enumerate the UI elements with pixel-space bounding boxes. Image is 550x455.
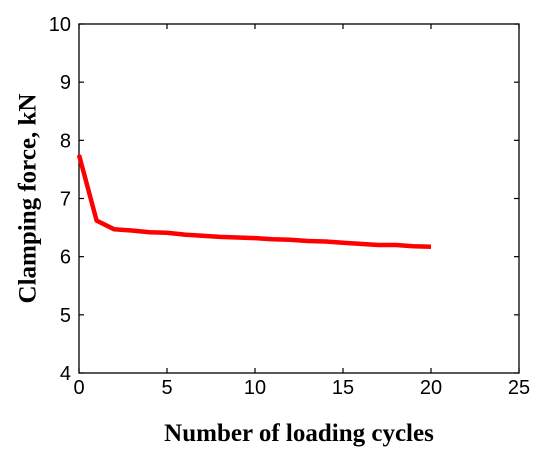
x-tick-label: 0: [73, 377, 84, 399]
y-tick-label: 4: [60, 363, 71, 385]
y-tick-label: 8: [60, 130, 71, 152]
plot-area: [78, 23, 520, 374]
x-tick-label: 15: [332, 377, 354, 399]
y-axis-label: Clamping force, kN: [15, 94, 42, 304]
plot-frame: [78, 23, 520, 374]
y-tick-label: 5: [60, 305, 71, 327]
x-tick-label: 5: [161, 377, 172, 399]
x-axis-label: Number of loading cycles: [164, 420, 434, 447]
x-tick-label: 10: [244, 377, 266, 399]
y-tick-label: 10: [49, 14, 71, 36]
y-tick-label: 7: [60, 189, 71, 211]
x-tick-label: 25: [508, 377, 530, 399]
y-tick-label: 9: [60, 72, 71, 94]
series-line: [76, 154, 432, 250]
axis-ticks: [78, 23, 520, 374]
tick-labels: 0 5 10 15 20 25 4 5 6 7 8 9 10: [49, 14, 530, 399]
x-tick-label: 20: [420, 377, 442, 399]
y-tick-label: 6: [60, 247, 71, 269]
series-layer: [76, 154, 432, 250]
